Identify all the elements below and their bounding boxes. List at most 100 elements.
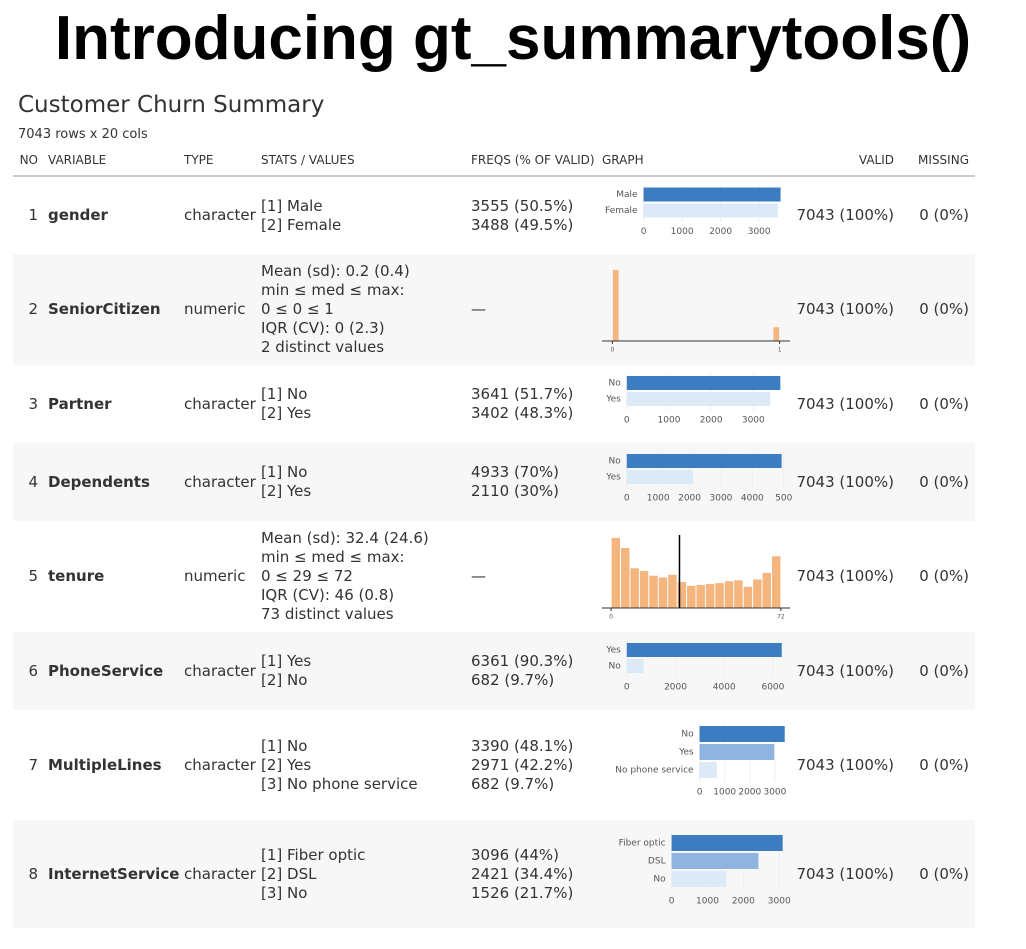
valid-count: 7043 (100%) [796, 755, 894, 774]
bar [699, 762, 717, 778]
x-tick-label: 1000 [658, 416, 681, 426]
x-tick-label: 0 [624, 494, 630, 504]
stats-line: [3] No [261, 883, 308, 902]
variable-type: character [184, 394, 256, 413]
stats-line: [2] Yes [261, 755, 312, 774]
header-rule [13, 175, 975, 177]
missing-count: 0 (0%) [919, 567, 969, 585]
stats-line: [1] Male [261, 196, 323, 215]
x-tick-label: 0 [641, 227, 647, 237]
variable-type: character [184, 755, 256, 774]
bar-label: No [609, 379, 622, 389]
freq-line: 682 (9.7%) [471, 774, 555, 793]
bar [643, 203, 778, 218]
freq-line: 3641 (51.7%) [471, 385, 574, 403]
bar [671, 871, 727, 887]
freq-line: 3488 (49.5%) [471, 215, 574, 234]
page-title: Introducing gt_summarytools() [54, 4, 972, 73]
x-tick-label: 1 [778, 347, 782, 354]
variable-name: Dependents [48, 472, 150, 491]
x-tick-label: 1000 [647, 494, 670, 504]
hist-bar [743, 586, 753, 608]
missing-count: 0 (0%) [919, 300, 969, 318]
bar-label: Fiber optic [619, 839, 666, 849]
bar [626, 470, 694, 484]
variable-name: InternetService [48, 864, 180, 883]
row-number: 8 [28, 864, 38, 883]
stats-line: [1] No [261, 385, 308, 403]
column-header: GRAPH [602, 153, 644, 167]
bar-label: No [609, 662, 622, 672]
hist-bar [649, 575, 658, 608]
hist-bar [771, 556, 781, 608]
stats-line: [2] Female [261, 215, 342, 234]
variable-type: numeric [184, 300, 246, 318]
row-number: 7 [28, 755, 38, 774]
bar-label: Yes [605, 395, 621, 405]
bar [671, 835, 783, 851]
hist-bar [658, 577, 668, 608]
freq-line: 2971 (42.2%) [471, 755, 574, 774]
hist-bar [621, 548, 630, 608]
row-number: 4 [28, 472, 38, 491]
x-tick-label: 4000 [713, 683, 736, 693]
bar-label: No phone service [615, 766, 694, 776]
bar-label: Male [616, 190, 638, 200]
bar-label: No [681, 730, 694, 740]
variable-name: SeniorCitizen [48, 300, 161, 318]
valid-count: 7043 (100%) [796, 661, 894, 680]
bar [626, 659, 644, 673]
stats-line: [2] Yes [261, 482, 312, 500]
freq-line: 3390 (48.1%) [471, 736, 574, 755]
bar [643, 187, 781, 202]
bar [699, 744, 775, 760]
missing-count: 0 (0%) [919, 661, 969, 680]
freq-line: 682 (9.7%) [471, 671, 555, 689]
row-number: 6 [28, 661, 38, 680]
x-tick-label: 0 [624, 683, 630, 693]
freq-line: 4933 (70%) [471, 463, 559, 481]
stats-line: Mean (sd): 0.2 (0.4) [261, 262, 410, 280]
valid-count: 7043 (100%) [796, 567, 894, 585]
missing-count: 0 (0%) [919, 472, 969, 491]
bar-label: DSL [648, 857, 666, 867]
stats-line: IQR (CV): 46 (0.8) [261, 586, 395, 604]
table-subtitle: 7043 rows x 20 cols [18, 127, 148, 142]
stats-line: [1] No [261, 463, 308, 481]
freq-line: — [471, 300, 486, 318]
freq-line: 1526 (21.7%) [471, 883, 574, 902]
x-tick-label: 1000 [671, 227, 694, 237]
stats-line: 73 distinct values [261, 605, 394, 623]
variable-name: tenure [48, 567, 105, 585]
stats-line: min ≤ med ≤ max: [261, 548, 405, 566]
x-tick-label: 0 [624, 416, 630, 426]
hist-bar [639, 571, 649, 608]
stats-line: 2 distinct values [261, 338, 385, 356]
hist-bar [705, 584, 715, 608]
stats-line: [2] DSL [261, 864, 317, 883]
x-tick-label: 2000 [664, 683, 687, 693]
hist-bar [611, 537, 621, 608]
hist-bar [630, 568, 639, 608]
x-tick-label: 72 [777, 614, 785, 621]
variable-type: character [184, 206, 256, 224]
valid-count: 7043 (100%) [796, 206, 894, 224]
stats-line: IQR (CV): 0 (2.3) [261, 319, 385, 337]
missing-count: 0 (0%) [919, 206, 969, 224]
x-tick-label: 2000 [700, 416, 723, 426]
bar-label: No [653, 875, 666, 885]
freq-line: 2421 (34.4%) [471, 864, 574, 883]
row-background [13, 820, 975, 928]
column-header: FREQS (% OF VALID) [471, 153, 595, 167]
stats-line: 0 ≤ 0 ≤ 1 [261, 300, 334, 318]
row-background [13, 443, 975, 521]
hist-bar [668, 574, 677, 608]
valid-count: 7043 (100%) [796, 864, 894, 883]
stats-line: 0 ≤ 29 ≤ 72 [261, 567, 353, 585]
variable-name: MultipleLines [48, 755, 162, 774]
column-header: STATS / VALUES [261, 153, 355, 167]
bar-label: No [609, 457, 622, 467]
row-number: 2 [28, 300, 38, 318]
freq-line: 3096 (44%) [471, 845, 559, 864]
